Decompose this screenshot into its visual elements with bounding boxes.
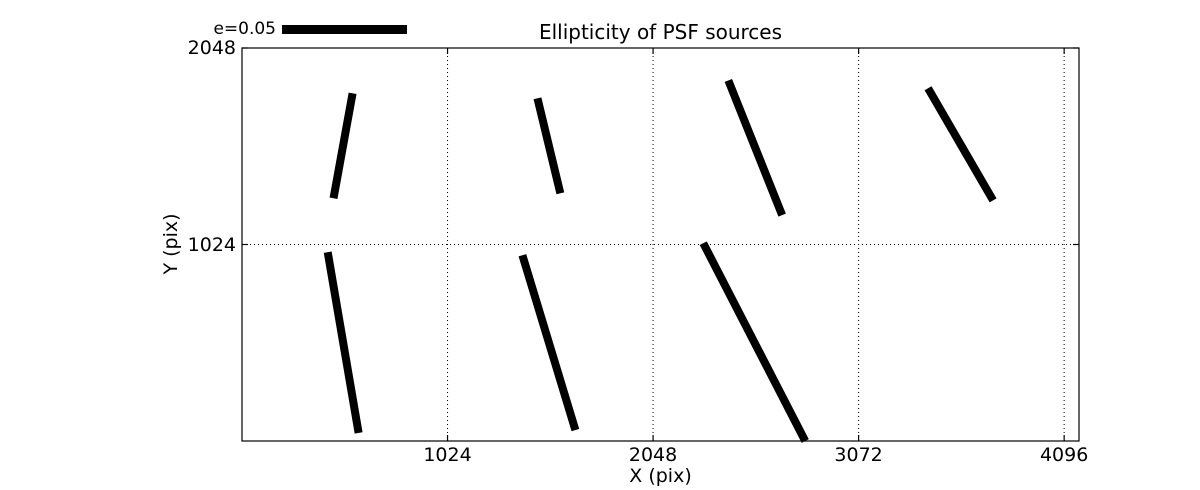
psf-ellipticity-stick	[724, 78, 786, 217]
psf-ellipticity-stick	[323, 251, 363, 434]
psf-ellipticity-stick	[533, 97, 565, 195]
psf-ellipticity-stick	[924, 86, 997, 203]
x-tick-label: 2048	[628, 444, 678, 466]
y-tick-label: 1024	[187, 233, 236, 256]
psf-ellipticity-stick	[518, 254, 580, 432]
legend-key-bar	[282, 25, 407, 34]
x-tick-label: 1024	[423, 444, 472, 466]
x-axis-label: X (pix)	[629, 465, 692, 487]
psf-ellipticity-stick	[329, 92, 357, 199]
axes-frame	[241, 47, 1080, 442]
x-tick-label: 3072	[834, 444, 883, 466]
x-tick-label: 4096	[1039, 444, 1089, 466]
plot-title: Ellipticity of PSF sources	[538, 20, 783, 44]
y-tick-label: 2048	[187, 37, 236, 59]
psf-ellipticity-stick	[699, 241, 809, 443]
legend-label: e=0.05	[213, 19, 276, 39]
